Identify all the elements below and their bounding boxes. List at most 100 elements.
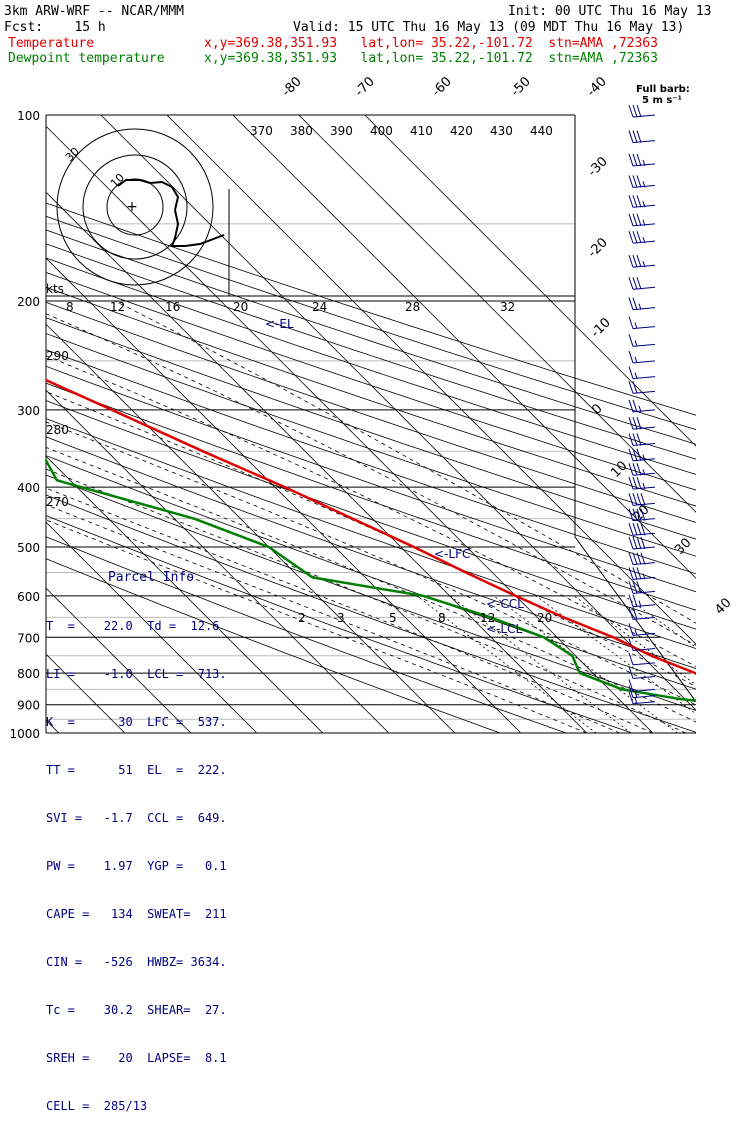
wind-barb-feather bbox=[632, 594, 638, 607]
isotherm-label: 40 bbox=[712, 596, 734, 618]
wind-barb-feather bbox=[634, 340, 638, 347]
wind-barb-feather bbox=[632, 476, 638, 490]
wind-barb-feather bbox=[628, 153, 634, 167]
wind-barb-feather bbox=[632, 607, 638, 620]
hodograph-ring-label: 30 bbox=[63, 145, 82, 164]
wind-barb-feather bbox=[628, 638, 634, 651]
wind-barb-feather bbox=[628, 536, 634, 550]
wind-barb-feather bbox=[628, 448, 634, 461]
speed-axis-label: 28 bbox=[405, 300, 420, 314]
wind-barb-feather bbox=[628, 175, 634, 188]
theta-label: 370 bbox=[250, 124, 273, 138]
wind-barb-feather bbox=[636, 493, 642, 506]
wind-barb-feather bbox=[636, 175, 642, 188]
wind-barb bbox=[628, 666, 656, 679]
theta-label: 420 bbox=[450, 124, 473, 138]
moist-adiabat-line bbox=[46, 504, 620, 733]
wind-barb-feather bbox=[640, 493, 646, 506]
wind-barb-feather bbox=[632, 104, 638, 118]
isotherm-label: -50 bbox=[508, 74, 534, 100]
wind-barb-feather bbox=[634, 697, 638, 704]
theta-label: 270 bbox=[46, 495, 69, 509]
wind-barb bbox=[628, 316, 656, 330]
wind-barb-staff bbox=[632, 675, 656, 679]
mixing-ratio-line bbox=[416, 595, 597, 733]
wind-barb-feather bbox=[642, 219, 646, 226]
wind-barb bbox=[628, 463, 656, 476]
barb-note-line1: Full barb: bbox=[636, 84, 690, 95]
wind-barb bbox=[628, 433, 656, 446]
wind-barb-staff bbox=[632, 648, 656, 652]
dry-adiabat-line bbox=[46, 215, 696, 430]
speed-axis-label: 24 bbox=[312, 300, 327, 314]
isotherm-label: -10 bbox=[588, 315, 614, 341]
wind-barb bbox=[628, 130, 656, 144]
dry-adiabat-line bbox=[46, 455, 696, 690]
wind-barb bbox=[628, 623, 656, 636]
wind-barb-feather bbox=[636, 417, 642, 430]
speed-axis-label: 16 bbox=[165, 300, 180, 314]
wind-barb-feather bbox=[632, 448, 638, 461]
dry-adiabat-line bbox=[46, 515, 633, 733]
wind-barb-feather bbox=[628, 399, 634, 413]
wind-barb bbox=[628, 448, 656, 462]
parcel-row: CIN = -526 HWBZ= 3634. bbox=[46, 955, 227, 969]
mixing-ratio-label: 2 bbox=[298, 611, 306, 625]
wind-barb-feather bbox=[642, 236, 646, 244]
wind-barb-feather bbox=[636, 255, 642, 268]
wind-barb-feather bbox=[636, 448, 642, 461]
dry-adiabat-line bbox=[46, 382, 696, 611]
parcel-row: Tc = 30.2 SHEAR= 27. bbox=[46, 1003, 227, 1017]
wind-barb-feather bbox=[628, 255, 634, 268]
pressure-tick-label: 800 bbox=[17, 667, 40, 681]
speed-axis-label: 20 bbox=[233, 300, 248, 314]
hodograph-center: + bbox=[126, 199, 138, 215]
wind-barb-feather bbox=[632, 277, 638, 290]
hodograph-ring bbox=[82, 154, 188, 260]
wind-barb bbox=[628, 230, 656, 244]
dry-adiabat-line bbox=[46, 301, 696, 523]
wind-barb-feather bbox=[628, 417, 634, 430]
wind-barb-feather bbox=[638, 600, 642, 607]
wind-barb bbox=[628, 493, 656, 506]
wind-barb bbox=[628, 691, 656, 705]
wind-barb-feather bbox=[628, 685, 634, 698]
speed-axis-label: kts bbox=[46, 282, 64, 296]
wind-barb-feather bbox=[632, 567, 638, 580]
wind-barb bbox=[628, 685, 656, 699]
parcel-row: CELL = 285/13 bbox=[46, 1099, 148, 1113]
wind-barb-feather bbox=[632, 195, 638, 208]
wind-barb-feather bbox=[628, 652, 634, 666]
isotherm-label: -70 bbox=[352, 74, 378, 100]
pressure-tick-label: 200 bbox=[17, 295, 40, 309]
pressure-tick-label: 900 bbox=[17, 699, 40, 713]
wind-barb-feather bbox=[638, 303, 642, 310]
wind-barb-feather bbox=[640, 508, 646, 521]
wind-barb-feather bbox=[628, 567, 634, 580]
mixing-ratio-label: 8 bbox=[438, 611, 446, 625]
wind-barb bbox=[628, 195, 656, 208]
parcel-level-label: <-CCL bbox=[486, 597, 524, 611]
mixing-ratio-label: 12 bbox=[480, 611, 495, 625]
wind-barb bbox=[628, 381, 656, 394]
parcel-info-panel: Parcel Info T = 22.0 Td = 12.6 LI = -1.0… bbox=[46, 538, 246, 1130]
dry-adiabat-line bbox=[46, 400, 696, 630]
wind-barb bbox=[628, 334, 656, 347]
wind-barb-feather bbox=[634, 629, 638, 636]
wind-barb-feather bbox=[636, 230, 642, 244]
isotherm-label: -20 bbox=[585, 235, 611, 261]
wind-barb bbox=[628, 104, 656, 118]
wind-barb-feather bbox=[632, 508, 638, 521]
isotherm-label: 10 bbox=[608, 459, 630, 481]
dry-adiabat-line bbox=[46, 272, 696, 491]
wind-barb-feather bbox=[642, 454, 646, 461]
mixing-ratio-line bbox=[493, 595, 678, 733]
isotherm-line bbox=[364, 115, 696, 447]
wind-barb-feather bbox=[632, 399, 638, 413]
parcel-level-label: <-LFC bbox=[434, 547, 470, 561]
wind-barb bbox=[628, 417, 656, 430]
wind-barb bbox=[628, 508, 656, 522]
isotherm-line bbox=[46, 323, 456, 733]
wind-barb-feather bbox=[628, 297, 634, 310]
hodograph-ring bbox=[56, 128, 214, 286]
